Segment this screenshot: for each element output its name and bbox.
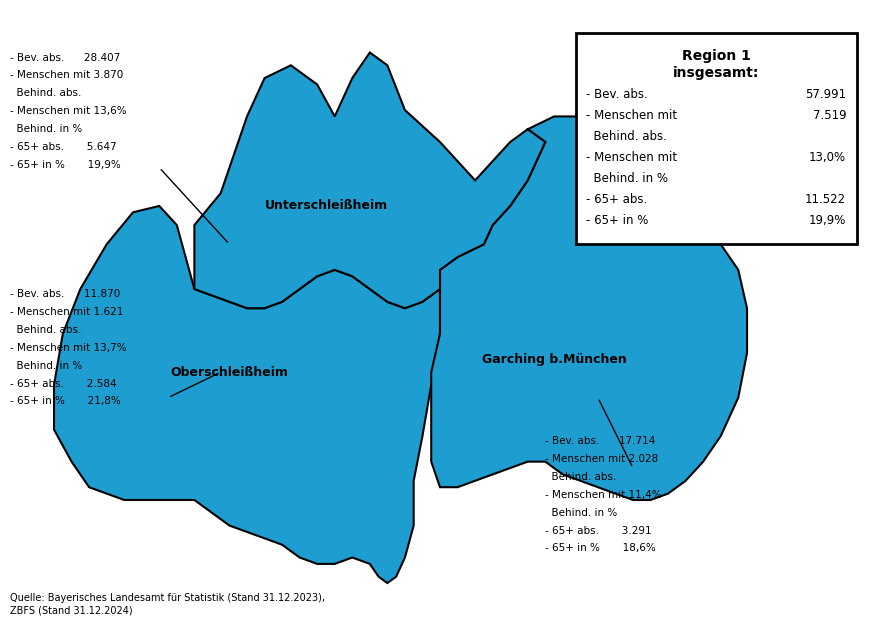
Text: - 65+ in %       18,6%: - 65+ in % 18,6% [546,543,656,553]
Text: - 65+ in %: - 65+ in % [586,214,649,227]
Text: Oberschleißheim: Oberschleißheim [171,366,289,379]
Text: Behind. abs.: Behind. abs. [586,130,667,143]
FancyBboxPatch shape [576,33,857,245]
Text: Behind. in %: Behind. in % [546,508,618,517]
Text: - 65+ abs.       5.647: - 65+ abs. 5.647 [11,142,117,152]
Text: - Bev. abs.      11.870: - Bev. abs. 11.870 [11,289,121,299]
Polygon shape [54,206,440,583]
Text: Behind. in %: Behind. in % [11,124,83,134]
Text: Quelle: Bayerisches Landesamt für Statistik (Stand 31.12.2023),
ZBFS (Stand 31.1: Quelle: Bayerisches Landesamt für Statis… [11,593,326,615]
Text: Unterschleißheim: Unterschleißheim [264,200,387,213]
Text: - Bev. abs.      28.407: - Bev. abs. 28.407 [11,53,121,62]
Polygon shape [194,53,546,308]
Text: - Menschen mit: - Menschen mit [586,108,678,122]
Text: - Menschen mit 13,6%: - Menschen mit 13,6% [11,106,127,116]
Text: Behind. in %: Behind. in % [586,172,669,185]
Text: Behind. abs.: Behind. abs. [11,89,82,98]
Text: - 65+ abs.: - 65+ abs. [586,193,648,206]
Text: - Bev. abs.: - Bev. abs. [586,88,649,101]
Text: Behind. abs.: Behind. abs. [11,325,82,335]
Text: Behind. in %: Behind. in % [11,361,83,370]
Polygon shape [431,116,747,500]
Text: - Menschen mit 1.621: - Menschen mit 1.621 [11,307,123,317]
Text: Garching b.München: Garching b.München [481,353,627,366]
Text: - Menschen mit: - Menschen mit [586,151,678,164]
Text: - 65+ in %       21,8%: - 65+ in % 21,8% [11,396,121,406]
Text: 19,9%: 19,9% [809,214,847,227]
Text: Behind. abs.: Behind. abs. [546,472,617,482]
Text: 13,0%: 13,0% [809,151,847,164]
Text: 11.522: 11.522 [805,193,847,206]
Text: - 65+ in %       19,9%: - 65+ in % 19,9% [11,160,121,170]
Text: - Menschen mit 13,7%: - Menschen mit 13,7% [11,343,127,352]
Text: - Menschen mit 3.870: - Menschen mit 3.870 [11,71,123,80]
Text: 7.519: 7.519 [812,108,847,122]
Text: - Bev. abs.      17.714: - Bev. abs. 17.714 [546,436,656,446]
Text: - 65+ abs.       3.291: - 65+ abs. 3.291 [546,526,652,535]
Text: Region 1
insgesamt:: Region 1 insgesamt: [673,49,759,80]
Text: - 65+ abs.       2.584: - 65+ abs. 2.584 [11,379,117,388]
Text: 57.991: 57.991 [805,88,847,101]
Text: - Menschen mit 11,4%: - Menschen mit 11,4% [546,490,662,499]
Text: - Menschen mit 2.028: - Menschen mit 2.028 [546,454,658,464]
